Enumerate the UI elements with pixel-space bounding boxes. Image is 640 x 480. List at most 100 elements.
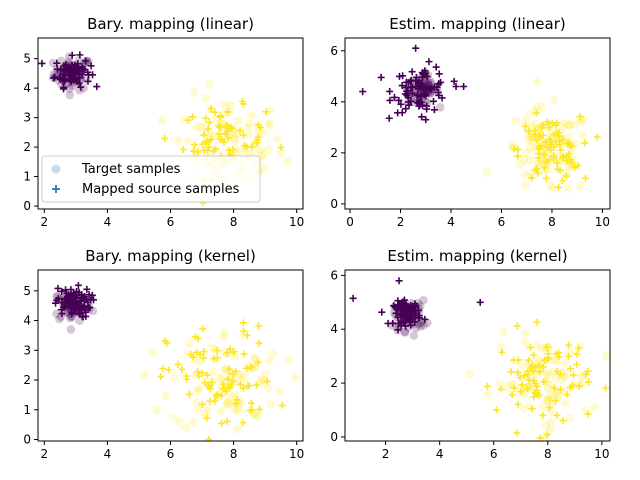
source-point xyxy=(525,356,533,364)
y-tick-label: 2 xyxy=(330,146,338,160)
source-point xyxy=(540,164,548,172)
target-point xyxy=(538,156,548,166)
source-point xyxy=(210,355,218,363)
source-point xyxy=(378,308,386,316)
source-point xyxy=(51,73,59,81)
source-point xyxy=(537,214,544,221)
target-point xyxy=(519,404,529,414)
target-point xyxy=(264,384,273,393)
source-point xyxy=(239,131,247,139)
source-point xyxy=(528,405,536,413)
source-point xyxy=(78,63,86,71)
source-point xyxy=(227,124,235,132)
target-point xyxy=(496,342,505,352)
panel-title: Estim. mapping (linear) xyxy=(389,15,565,33)
y-tick-label: 1 xyxy=(23,403,31,417)
target-point xyxy=(140,369,149,379)
target-point xyxy=(563,184,572,194)
source-point xyxy=(206,397,214,405)
target-point xyxy=(419,295,428,305)
source-point xyxy=(533,318,541,326)
source-point xyxy=(402,105,410,113)
source-point xyxy=(208,378,216,386)
source-point xyxy=(88,291,96,299)
source-point xyxy=(423,72,431,80)
source-point xyxy=(530,351,538,359)
target-point xyxy=(525,142,535,152)
y-tick-label: 0 xyxy=(23,433,31,447)
y-tick-label: 3 xyxy=(23,111,31,125)
target-point xyxy=(524,135,534,144)
source-point xyxy=(236,127,244,135)
y-tick-label: 2 xyxy=(23,373,31,387)
source-point xyxy=(222,130,230,138)
target-point xyxy=(201,94,211,103)
source-point xyxy=(568,159,576,167)
target-point xyxy=(534,157,544,167)
source-point xyxy=(556,141,564,149)
source-point xyxy=(538,124,546,132)
source-point xyxy=(408,68,416,76)
source-point xyxy=(540,378,548,386)
source-point xyxy=(395,277,403,285)
target-point xyxy=(284,355,294,365)
target-point xyxy=(546,180,555,190)
source-point xyxy=(516,374,524,382)
target-point xyxy=(161,391,171,400)
source-point xyxy=(450,77,458,85)
target-point xyxy=(543,394,552,404)
target-point xyxy=(232,130,242,139)
source-point xyxy=(68,51,76,59)
y-tick-label: 0 xyxy=(23,199,31,213)
target-point xyxy=(65,90,75,100)
y-tick-label: 0 xyxy=(330,430,338,444)
source-point xyxy=(252,381,260,389)
x-tick-label: 4 xyxy=(447,215,455,229)
source-point xyxy=(222,122,230,130)
source-point xyxy=(418,113,426,121)
source-point xyxy=(73,67,81,75)
target-point xyxy=(254,128,264,137)
target-point xyxy=(224,399,233,409)
source-point xyxy=(514,152,522,160)
source-point xyxy=(550,156,558,164)
source-point xyxy=(52,299,60,307)
target-point xyxy=(416,321,425,331)
source-point xyxy=(263,377,271,385)
target-point xyxy=(421,97,430,106)
source-point xyxy=(399,72,407,80)
target-point xyxy=(250,353,259,363)
target-point xyxy=(419,321,428,330)
target-point xyxy=(576,117,586,127)
source-point xyxy=(87,62,95,70)
source-point xyxy=(75,309,83,317)
target-point xyxy=(576,181,585,191)
source-point xyxy=(230,348,238,356)
source-point xyxy=(517,387,525,395)
source-point xyxy=(53,59,61,67)
source-point xyxy=(507,368,515,376)
source-point xyxy=(409,315,417,323)
source-point xyxy=(543,118,551,126)
target-point xyxy=(265,105,275,115)
source-point xyxy=(527,364,535,372)
panel-title: Bary. mapping (linear) xyxy=(87,15,254,33)
target-point xyxy=(245,119,254,128)
source-point xyxy=(563,391,571,399)
x-tick-label: 8 xyxy=(230,447,238,461)
source-point xyxy=(553,159,561,167)
target-point xyxy=(560,358,570,368)
target-point xyxy=(236,375,246,385)
source-point xyxy=(232,367,240,375)
source-point xyxy=(76,297,84,305)
y-tick-label: 4 xyxy=(330,322,338,336)
source-point xyxy=(239,319,247,327)
target-point xyxy=(511,116,521,126)
target-point xyxy=(532,102,542,112)
source-point xyxy=(214,390,222,398)
target-point xyxy=(230,135,240,145)
source-point xyxy=(415,97,423,105)
source-point xyxy=(161,134,169,142)
source-point xyxy=(57,306,65,314)
source-point xyxy=(391,303,399,311)
